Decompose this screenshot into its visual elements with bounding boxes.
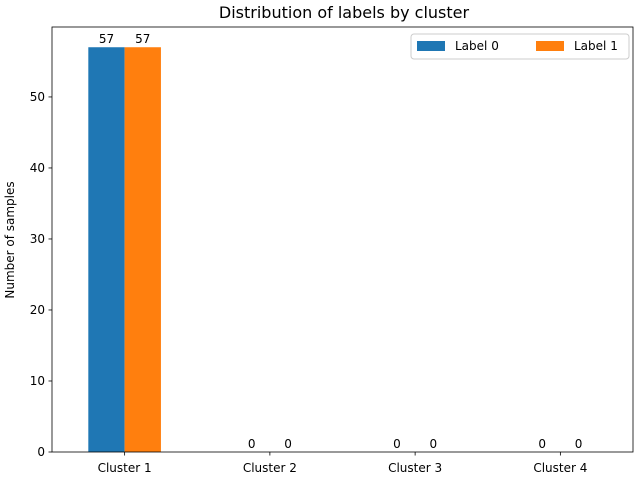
data-label-label0-cluster2: 0: [248, 437, 256, 451]
data-label-label1-cluster1: 57: [135, 32, 150, 46]
data-label-label0-cluster3: 0: [393, 437, 401, 451]
y-tick-label: 30: [30, 232, 45, 246]
y-tick-label: 10: [30, 374, 45, 388]
axes-frame: [51, 26, 634, 453]
data-label-label1-cluster4: 0: [575, 437, 583, 451]
legend-swatch-label0: [417, 41, 445, 51]
legend: Label 0 Label 1: [410, 33, 630, 60]
bar-label0-cluster1: [88, 47, 125, 452]
y-tick-label: 0: [37, 445, 45, 459]
data-label-label0-cluster1: 57: [99, 32, 114, 46]
y-tick-label: 50: [30, 90, 45, 104]
legend-label-label1: Label 1: [574, 39, 618, 53]
data-label-label0-cluster4: 0: [538, 437, 546, 451]
bar-label1-cluster1: [124, 47, 161, 452]
y-tick-label: 20: [30, 303, 45, 317]
x-tick-label: Cluster 1: [98, 461, 152, 475]
data-label-label1-cluster2: 0: [284, 437, 292, 451]
chart-title: Distribution of labels by cluster: [219, 3, 470, 22]
legend-swatch-label1: [536, 41, 564, 51]
x-tick-label: Cluster 3: [388, 461, 442, 475]
plot-area: 57 0 0 0 57 0 0 0 0 10 20 30 40 50 Cluster 1 Cluster 2 C…: [30, 26, 634, 475]
x-tick-label: Cluster 2: [243, 461, 297, 475]
legend-label-label0: Label 0: [455, 39, 499, 53]
legend-box: [410, 33, 630, 60]
y-axis-label: Number of samples: [3, 181, 17, 298]
x-tick-label: Cluster 4: [533, 461, 587, 475]
data-label-label1-cluster3: 0: [429, 437, 437, 451]
y-tick-label: 40: [30, 161, 45, 175]
